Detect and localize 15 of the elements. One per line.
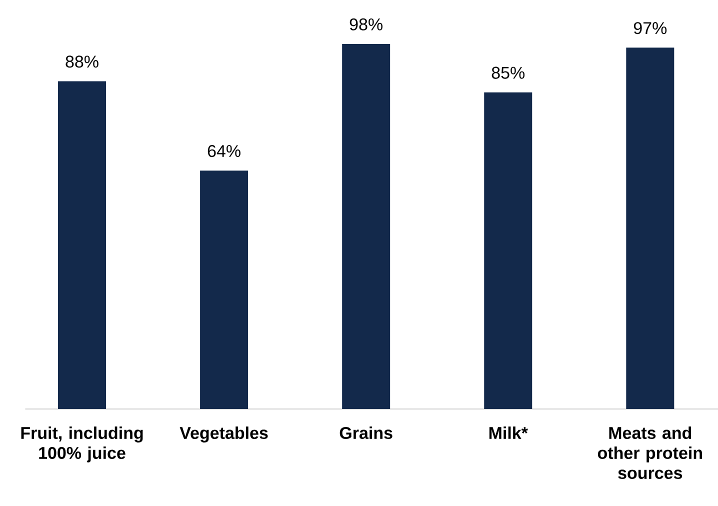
x-tick-label: Vegetables [180, 426, 268, 442]
bar [200, 170, 248, 409]
bar [342, 44, 390, 409]
data-label: 64% [208, 145, 240, 158]
data-label: 85% [492, 66, 525, 79]
data-label: 88% [66, 56, 98, 68]
bar [484, 92, 532, 409]
data-label: 97% [634, 22, 667, 34]
x-tick-label: Meats and other protein sources [598, 426, 702, 480]
x-tick-label: Fruit, including 100% juice [21, 426, 143, 462]
bar [626, 48, 674, 409]
data-label: 98% [350, 18, 382, 30]
x-tick-label: Milk* [489, 426, 528, 439]
bar [58, 81, 106, 409]
x-tick-label: Grains [340, 426, 392, 440]
